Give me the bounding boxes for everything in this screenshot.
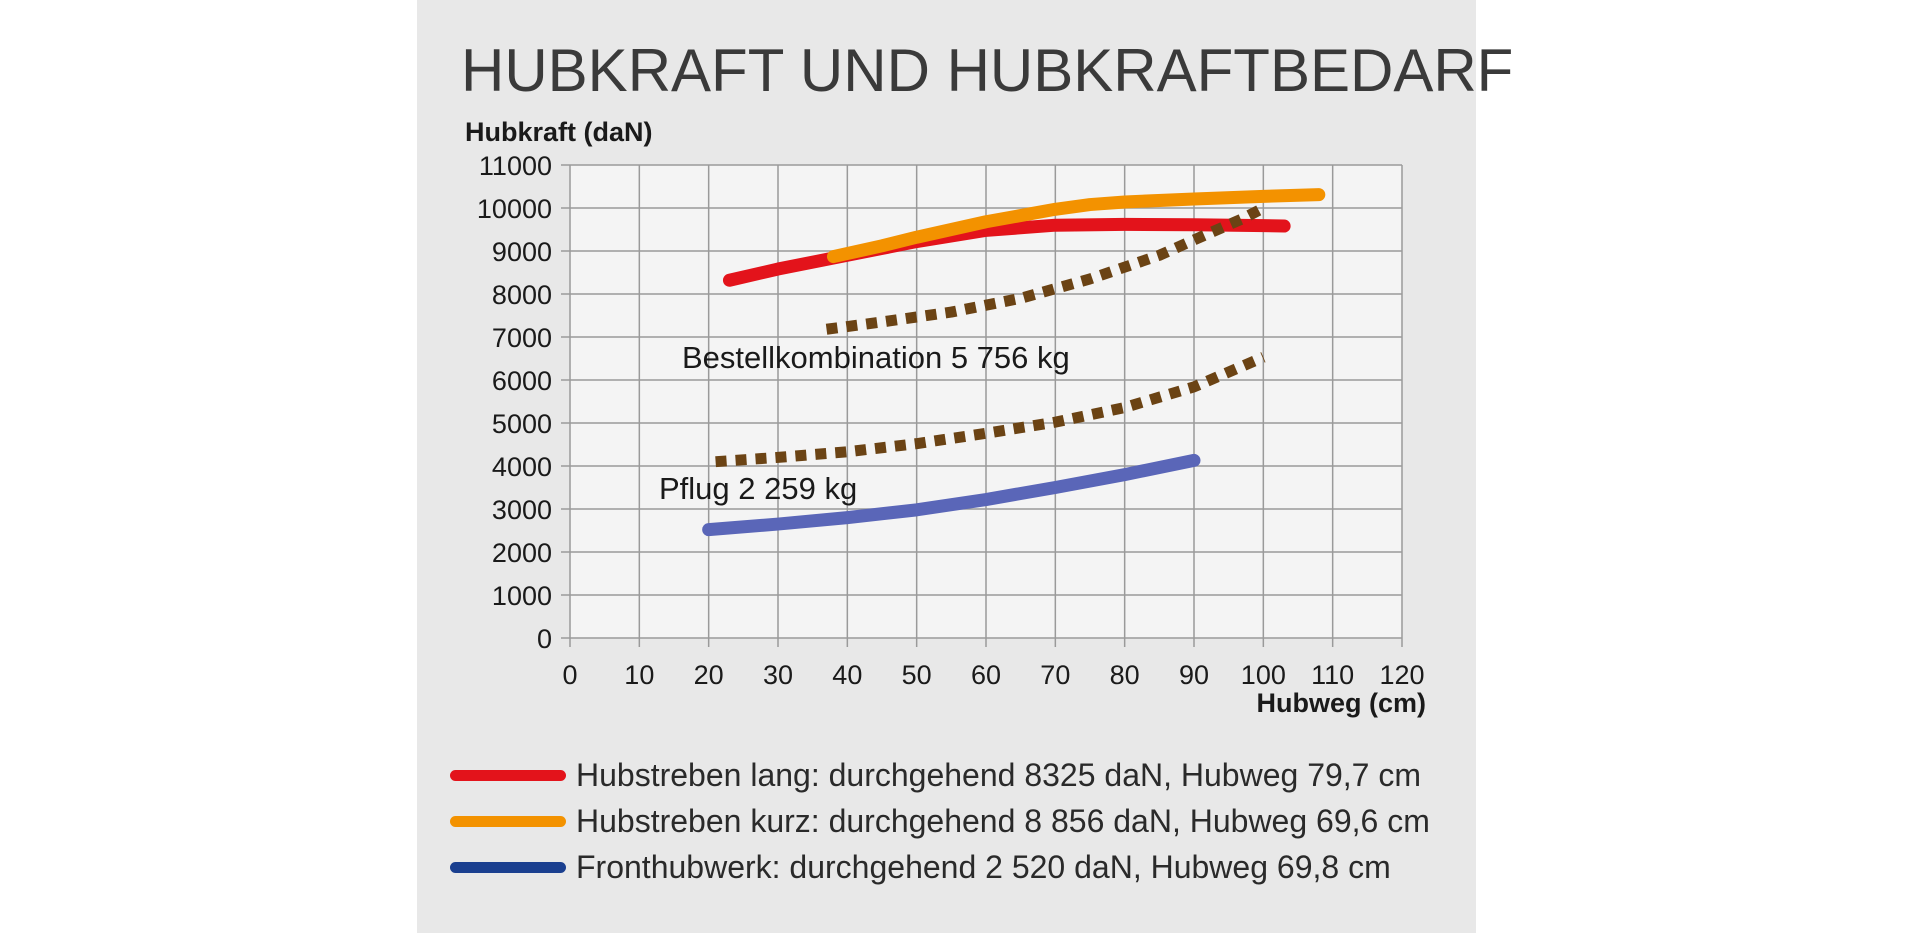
x-tick-label: 120: [1379, 660, 1424, 690]
legend-item: Fronthubwerk: durchgehend 2 520 daN, Hub…: [450, 844, 1430, 890]
y-tick-label: 7000: [492, 323, 552, 353]
x-tick-label: 30: [763, 660, 793, 690]
y-tick-label: 3000: [492, 495, 552, 525]
x-tick-label: 20: [694, 660, 724, 690]
x-tick-label: 80: [1110, 660, 1140, 690]
x-tick-label: 10: [624, 660, 654, 690]
y-axis-title: Hubkraft (daN): [465, 117, 653, 147]
series-line-3: [825, 203, 1266, 335]
y-tick-label: 1000: [492, 581, 552, 611]
y-tick-label: 4000: [492, 452, 552, 482]
annotation-pflug: Pflug 2 259 kg: [659, 471, 857, 506]
axes: 0 10 20 30 40 50 60 70 80 90 100 110 120 0 1000 2000 300…: [477, 151, 1425, 690]
y-tick-label: 5000: [492, 409, 552, 439]
series-line-2: [702, 453, 1201, 537]
legend-label: Fronthubwerk: durchgehend 2 520 daN, Hub…: [576, 848, 1391, 885]
x-tick-label: 40: [832, 660, 862, 690]
series-line-0: [722, 217, 1291, 287]
series-layer: [702, 188, 1326, 537]
legend-swatch: [450, 769, 566, 781]
chart-title: HUBKRAFT UND HUBKRAFTBEDARF: [461, 37, 1514, 104]
x-tick-label: 110: [1311, 660, 1354, 690]
legend: Hubstreben lang: durchgehend 8325 daN, H…: [450, 752, 1430, 890]
y-tick-label: 11000: [479, 151, 552, 181]
legend-label: Hubstreben lang: durchgehend 8325 daN, H…: [576, 756, 1422, 793]
x-tick-label: 50: [902, 660, 932, 690]
x-tick-label: 70: [1040, 660, 1070, 690]
y-tick-label: 8000: [492, 280, 552, 310]
series-line-4: [715, 352, 1266, 468]
x-tick-label: 90: [1179, 660, 1209, 690]
y-tick-label: 9000: [492, 237, 552, 267]
y-tick-label: 6000: [492, 366, 552, 396]
x-tick-label: 60: [971, 660, 1001, 690]
y-tick-label: 2000: [492, 538, 552, 568]
y-tick-label: 0: [537, 624, 552, 654]
annotation-bestellkombination: Bestellkombination 5 756 kg: [682, 340, 1070, 375]
y-tick-label: 10000: [477, 194, 552, 224]
legend-item: Hubstreben lang: durchgehend 8325 daN, H…: [450, 752, 1430, 798]
legend-item: Hubstreben kurz: durchgehend 8 856 daN, …: [450, 798, 1430, 844]
series-line-1: [826, 188, 1326, 264]
annotations: Bestellkombination 5 756 kg Pflug 2 259 …: [659, 340, 1070, 506]
x-axis-title: Hubweg (cm): [1256, 688, 1426, 718]
x-tick-label: 100: [1241, 660, 1286, 690]
legend-swatch: [450, 861, 566, 873]
legend-swatch: [450, 815, 566, 827]
x-tick-label: 0: [562, 660, 577, 690]
legend-label: Hubstreben kurz: durchgehend 8 856 daN, …: [576, 802, 1430, 839]
